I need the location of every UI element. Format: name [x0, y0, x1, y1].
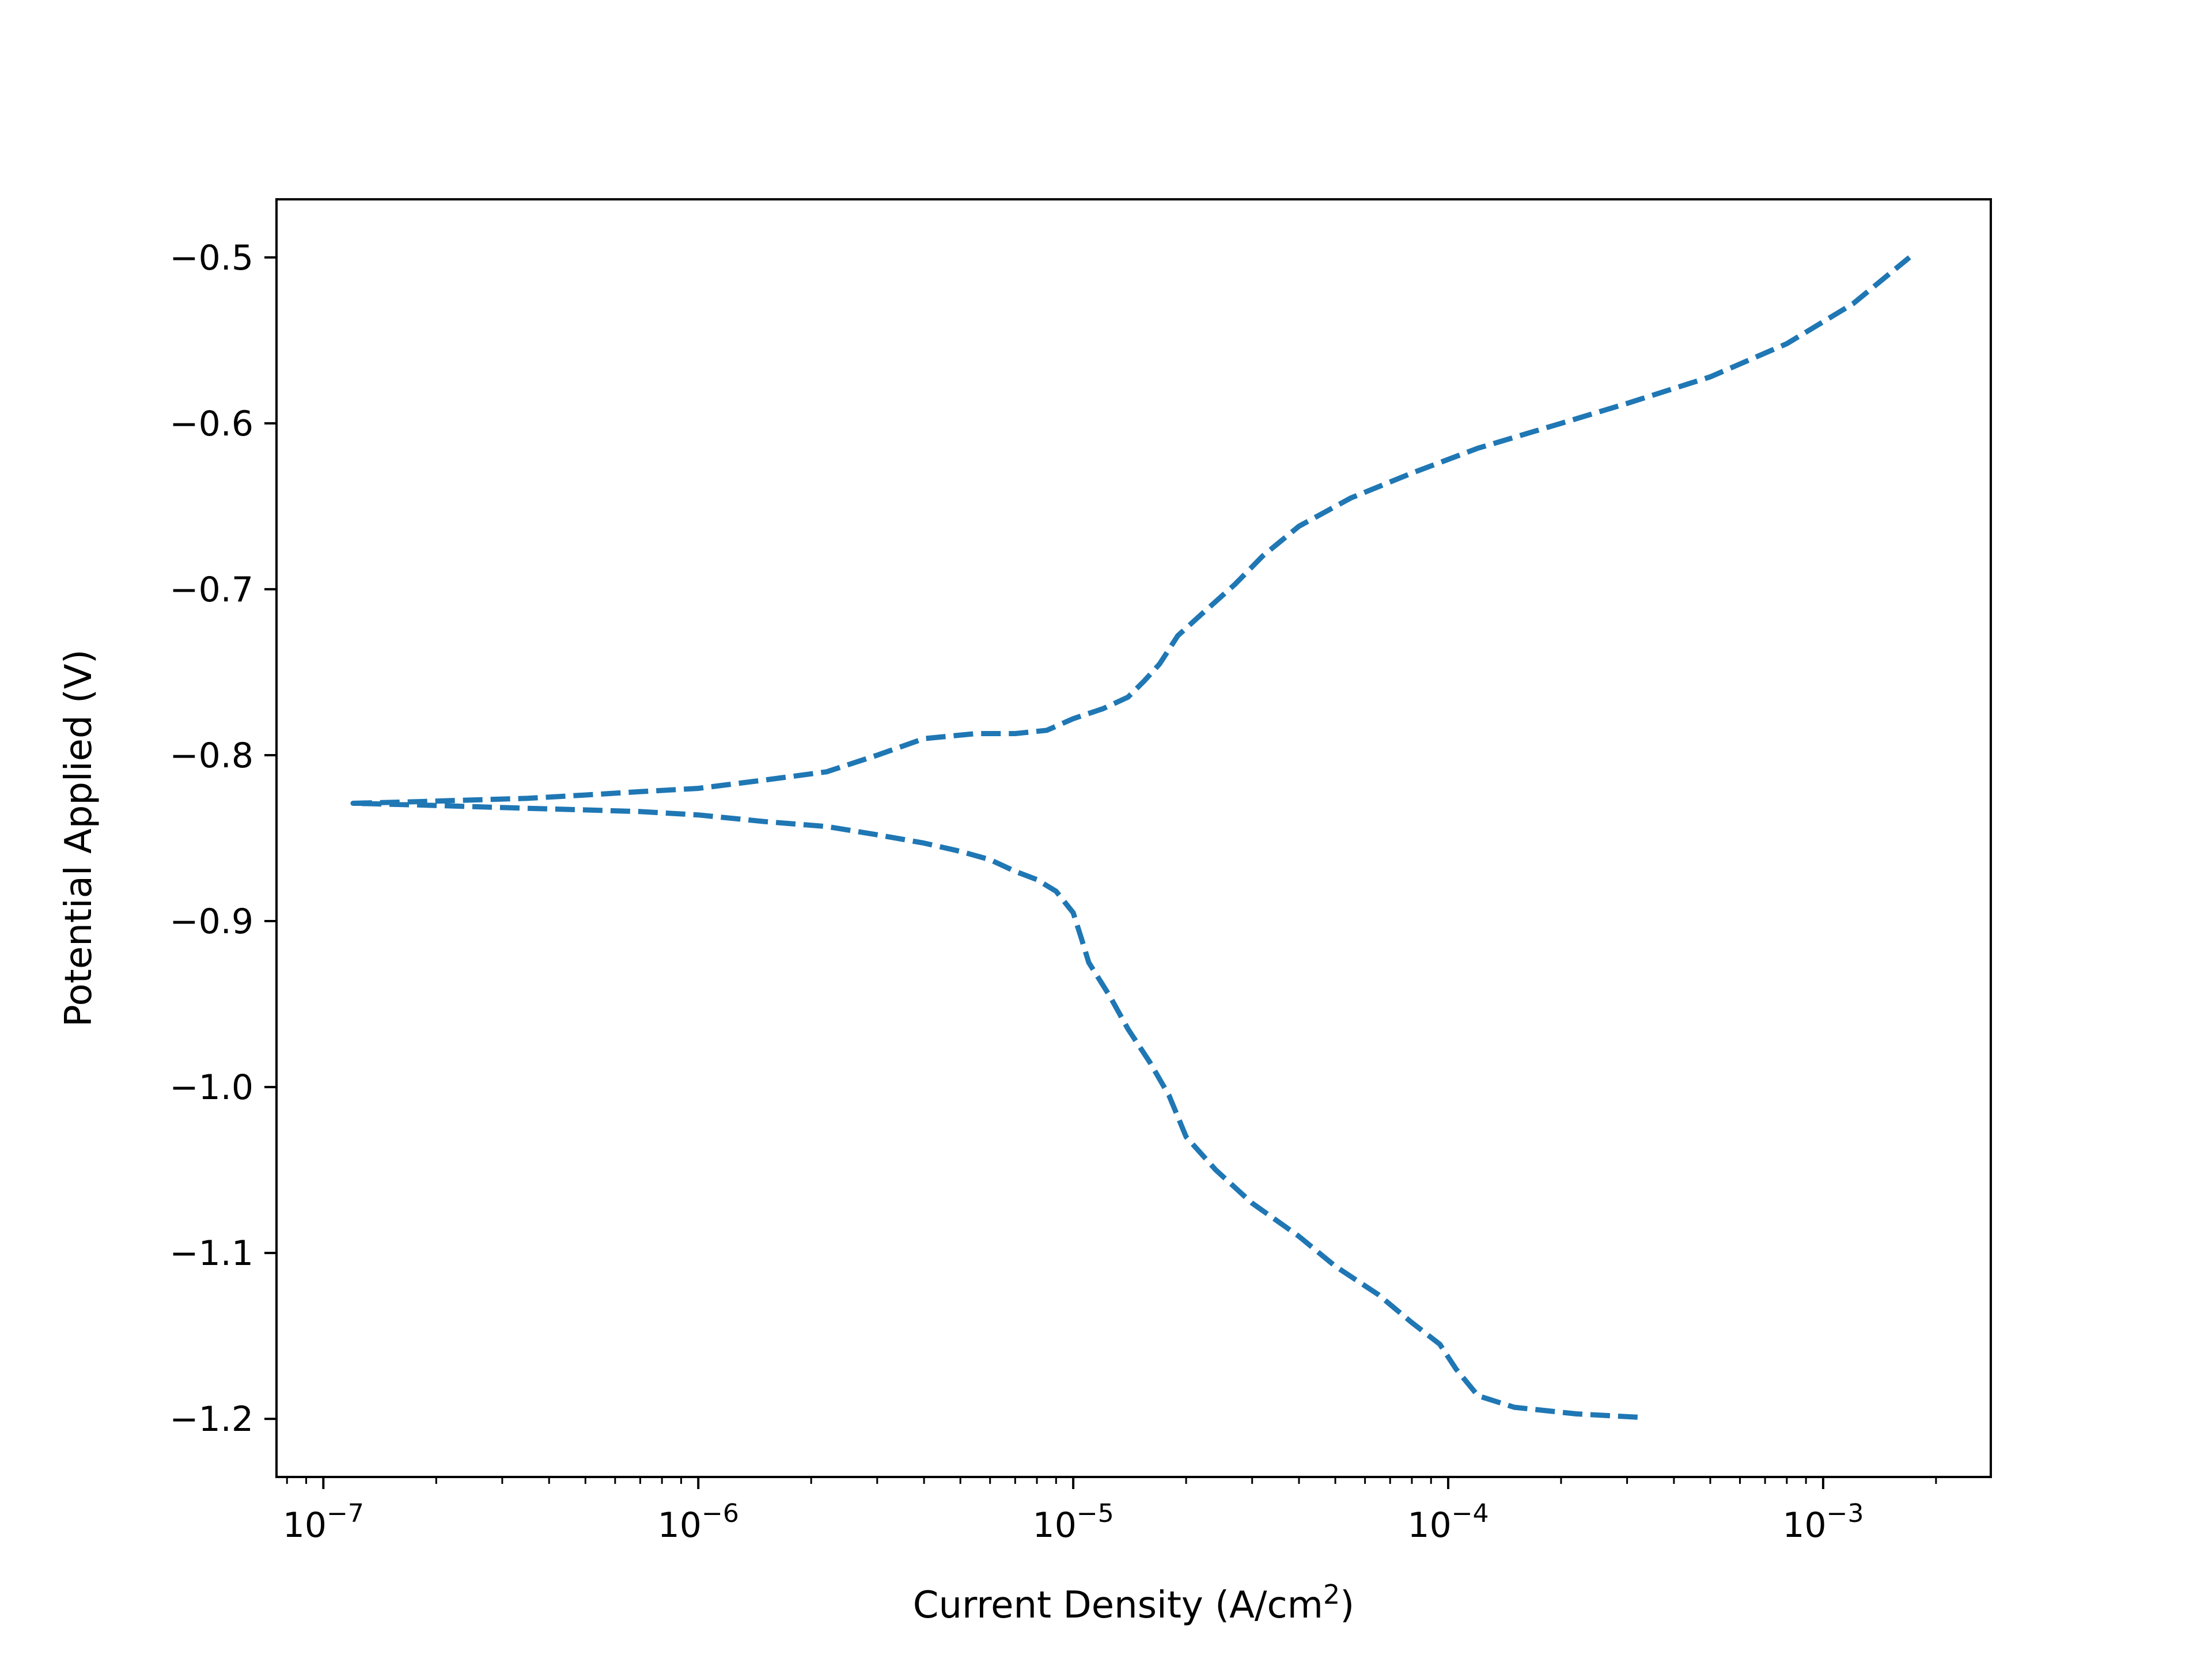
- x-axis-label: Current Density (A/cm2): [913, 1579, 1354, 1627]
- axes-frame: [275, 198, 1992, 1478]
- y-tick-label: −0.6: [169, 404, 253, 444]
- x-tick-label: 10−6: [658, 1499, 739, 1546]
- y-tick-label: −0.7: [169, 570, 253, 610]
- y-tick-label: −0.5: [169, 238, 253, 278]
- y-axis-label: Potential Applied (V): [58, 649, 100, 1027]
- y-tick-label: −1.2: [169, 1399, 253, 1440]
- x-axis-ticks: 10−7 10−6 10−5 10−4 10−3: [283, 1477, 1937, 1546]
- polarization-curve-line: [350, 255, 1911, 1420]
- x-tick-label: 10−4: [1407, 1499, 1488, 1546]
- x-tick-label: 10−3: [1782, 1499, 1863, 1546]
- y-tick-label: −0.8: [169, 736, 253, 776]
- x-tick-label: 10−7: [283, 1499, 364, 1546]
- y-tick-label: −1.1: [169, 1233, 253, 1274]
- plot-area: [350, 255, 1911, 1420]
- y-axis-ticks: −0.5 −0.6 −0.7 −0.8 −0.9 −1.0 −1.1 −1.2: [169, 238, 276, 1440]
- x-tick-label: 10−5: [1033, 1499, 1114, 1546]
- y-tick-label: −1.0: [169, 1067, 253, 1108]
- y-tick-label: −0.9: [169, 902, 253, 942]
